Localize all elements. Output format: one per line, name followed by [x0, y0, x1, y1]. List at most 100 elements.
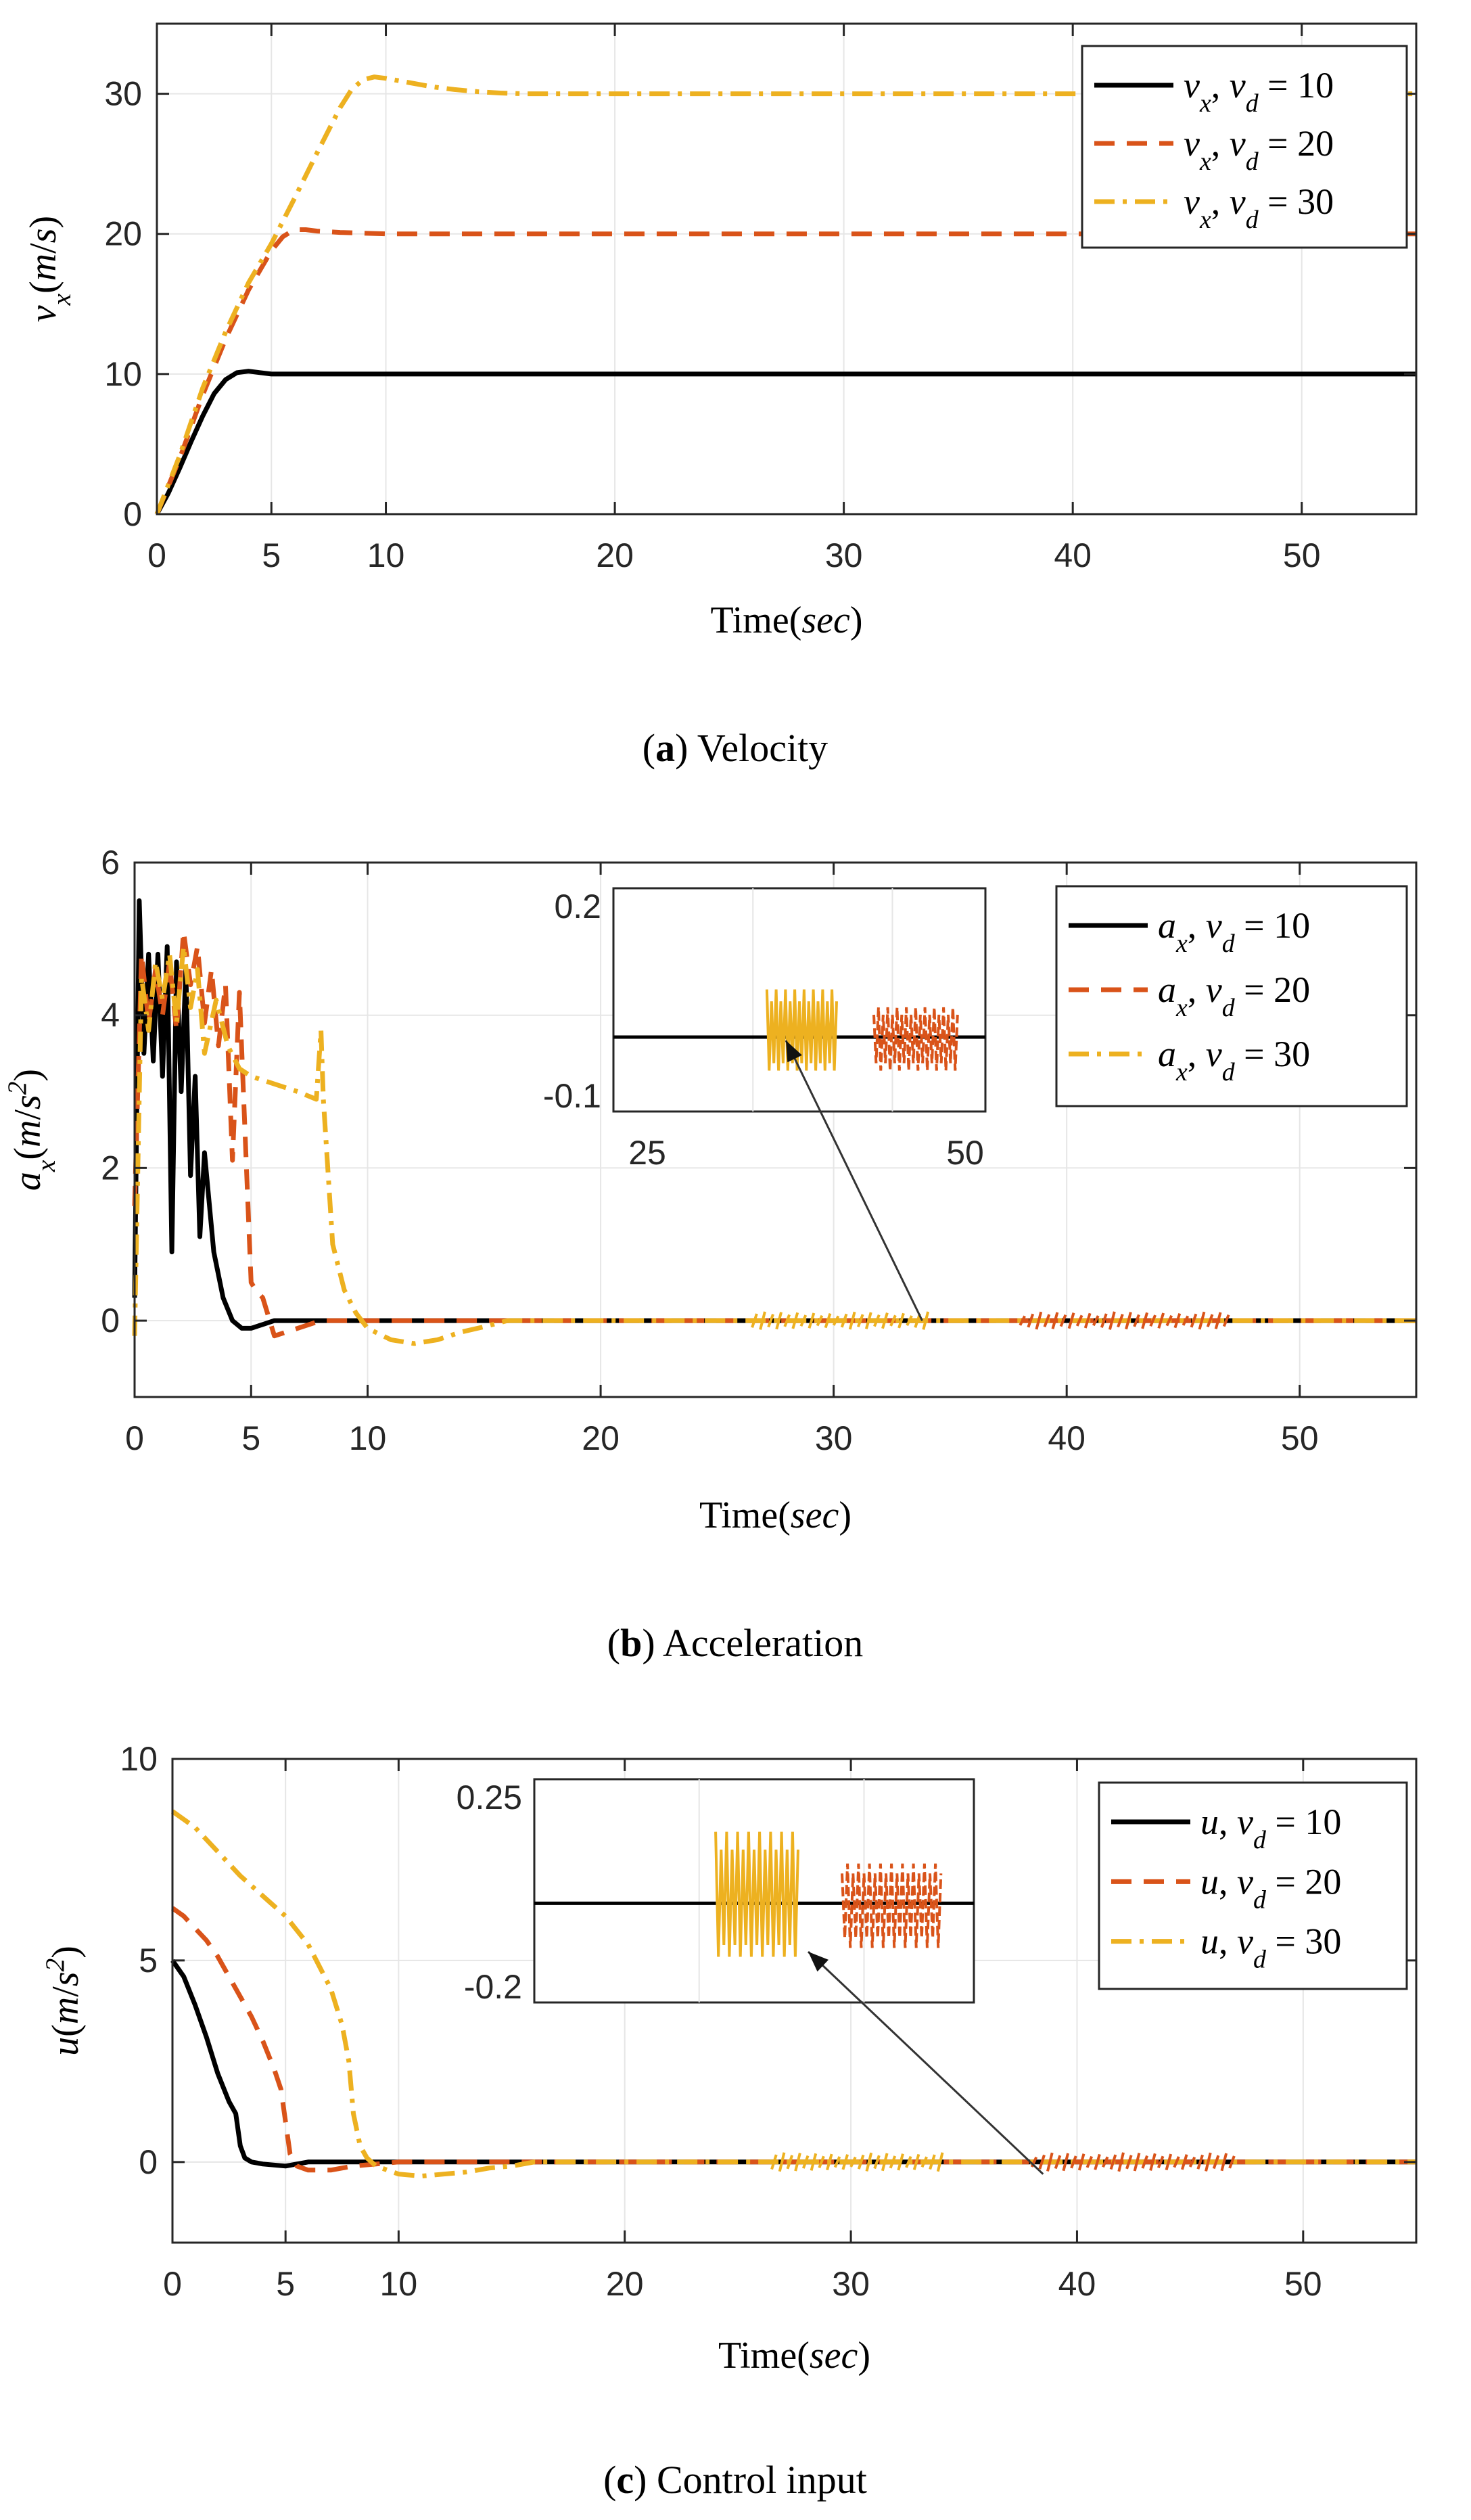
noise-mark [936, 2152, 944, 2172]
x-tick-label: 30 [832, 2265, 870, 2303]
x-tick-label: 30 [825, 536, 863, 574]
y-tick-label: 5 [139, 1942, 158, 1979]
noise-mark [1094, 2153, 1101, 2170]
y-tick-label: 0 [101, 1302, 120, 1339]
noise-mark [759, 1311, 766, 1330]
noise-mark [1100, 1313, 1108, 1328]
zoom-arrowhead [786, 1040, 802, 1063]
x-axis-label: Time(sec) [699, 1494, 851, 1536]
axes-frame [156, 22, 1418, 516]
noise-mark [1108, 1311, 1116, 1330]
panel-a: 0 5 10 20 30 40 50 0 10 20 30 Time(sec) vx(m/s) vx, v… [22, 22, 1418, 770]
noise-mark [826, 2153, 833, 2171]
x-tick-label: 10 [367, 536, 405, 574]
noise-mark [1157, 2155, 1165, 2169]
zoom-arrowhead [808, 1952, 829, 1972]
noise-mark [1038, 2154, 1046, 2170]
inset-band-2 [841, 1863, 943, 1948]
x-tick-label: 5 [276, 2265, 295, 2303]
noise-mark [1067, 1312, 1075, 1329]
noise-mark [1141, 1312, 1148, 1329]
x-tick-label: 20 [596, 536, 634, 574]
noise-mark [929, 2154, 936, 2170]
noise-mark [1035, 1311, 1043, 1330]
noise-mark [1181, 2154, 1188, 2170]
noise-mark [1125, 1312, 1132, 1330]
noise-mark [1027, 1313, 1035, 1328]
noise-mark [1190, 1313, 1198, 1328]
noise-mark [1077, 2153, 1085, 2171]
noise-mark [1109, 2154, 1117, 2170]
noise-mark [1059, 1314, 1067, 1327]
legend-label-3: ax, vd = 30 [1158, 1034, 1310, 1086]
noise-mark [849, 2156, 857, 2168]
noise-mark [833, 2156, 841, 2168]
noise-mark [1149, 2153, 1157, 2171]
y-tick-label: 4 [101, 996, 120, 1034]
noise-mark [794, 2153, 801, 2172]
legend-label-2: u, vd = 20 [1200, 1861, 1341, 1914]
noise-mark [1198, 1311, 1206, 1330]
noise-mark [912, 2153, 920, 2170]
y-tick-label: 20 [104, 215, 142, 253]
axes-frame [133, 861, 1418, 1398]
noise-mark [922, 1311, 930, 1330]
legend-box [1098, 1781, 1408, 1990]
noise-mark [1205, 2152, 1212, 2172]
noise-mark [1165, 1314, 1173, 1327]
noise-mark [897, 1312, 905, 1329]
noise-mark [799, 1314, 808, 1327]
noise-mark [1075, 1314, 1083, 1327]
noise-mark [1212, 2155, 1220, 2170]
noise-mark [905, 2155, 912, 2168]
zoom-arrow [807, 1950, 1044, 2175]
noise-mark [1125, 2155, 1133, 2170]
noise-mark [1083, 1312, 1092, 1329]
noise-mark [791, 1312, 799, 1329]
x-tick-label: 50 [1284, 2265, 1322, 2303]
series-line-2 [170, 1906, 1416, 2173]
legend-label-1: vx, vd = 10 [1184, 65, 1334, 118]
y-tick-label: 6 [101, 844, 120, 881]
noise-mark [1070, 2155, 1077, 2169]
y-axis-label: vx(m/s) [22, 216, 76, 322]
noise-mark [783, 1314, 791, 1327]
noise-mark [832, 1315, 840, 1326]
noise-mark [786, 2155, 794, 2170]
noise-mark [1188, 2156, 1196, 2168]
inset-y-tick-label: 0.2 [554, 888, 601, 925]
x-tick-label: 20 [582, 1419, 620, 1457]
noise-mark [897, 2153, 904, 2171]
noise-mark [1043, 1314, 1051, 1327]
x-axis-label: Time(sec) [718, 2335, 870, 2377]
noise-mark [751, 1313, 758, 1328]
noise-mark [840, 1313, 848, 1328]
series-line-3 [154, 74, 1416, 516]
legend-label-3: u, vd = 30 [1200, 1921, 1341, 1974]
panel-c: 0 5 10 20 30 40 50 0 5 10 Time(sec) u(m/s2) u, vd = … [41, 1740, 1418, 2502]
noise-mark [920, 2156, 928, 2168]
y-tick-label: 30 [104, 75, 142, 113]
noise-mark [775, 1312, 783, 1330]
axes-frame [171, 1758, 1418, 2244]
x-tick-label: 40 [1054, 536, 1092, 574]
noise-mark [818, 2155, 825, 2169]
noise-mark [1182, 1315, 1190, 1326]
x-tick-label: 0 [125, 1419, 144, 1457]
series-line-1 [154, 369, 1416, 516]
x-tick-label: 40 [1058, 2265, 1096, 2303]
x-tick-label: 50 [1281, 1419, 1319, 1457]
zoom-arrow [785, 1040, 923, 1321]
caption-a: (a) Velocity [643, 726, 828, 770]
inset-band-1 [714, 1831, 799, 1957]
noise-mark [857, 2154, 865, 2170]
noise-mark [1220, 2153, 1228, 2172]
legend-label-2: vx, vd = 20 [1184, 123, 1334, 176]
y-axis-label: u(m/s2) [41, 1946, 87, 2056]
series-line-3 [132, 944, 1416, 1346]
noise-mark [881, 2153, 889, 2172]
series-line-2 [132, 929, 1416, 1339]
caption-b: (b) Acceleration [607, 1621, 863, 1665]
noise-mark [767, 1313, 774, 1328]
